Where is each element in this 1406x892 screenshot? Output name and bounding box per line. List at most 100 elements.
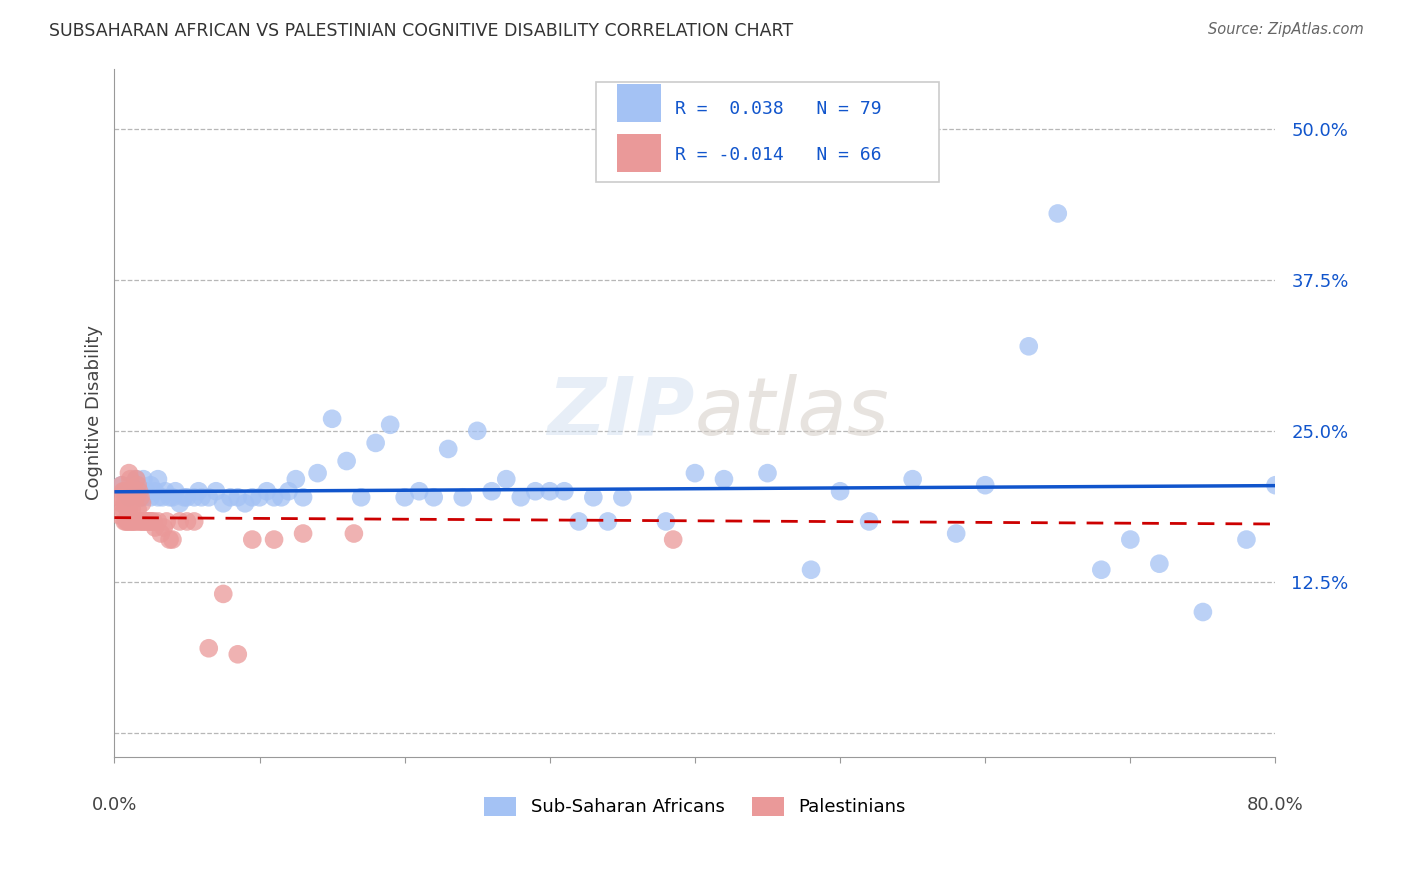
Point — [143, 520, 166, 534]
Point — [117, 502, 139, 516]
Point — [118, 515, 141, 529]
Point — [142, 515, 165, 529]
Point — [176, 515, 198, 529]
Point — [226, 648, 249, 662]
Point — [120, 490, 142, 504]
Point — [538, 484, 561, 499]
Point — [568, 515, 591, 529]
Point — [197, 490, 219, 504]
Point — [115, 515, 138, 529]
Point — [756, 466, 779, 480]
Point — [107, 490, 129, 504]
Point — [183, 490, 205, 504]
Point — [156, 515, 179, 529]
Point — [152, 520, 174, 534]
Point — [150, 490, 173, 504]
Point — [828, 484, 851, 499]
Point — [121, 502, 143, 516]
Point — [111, 478, 134, 492]
Point — [117, 484, 139, 499]
Point — [364, 436, 387, 450]
Text: ZIP: ZIP — [547, 374, 695, 451]
Point — [125, 490, 148, 504]
Point — [596, 515, 619, 529]
Point — [121, 484, 143, 499]
Point — [139, 478, 162, 492]
Point — [121, 515, 143, 529]
FancyBboxPatch shape — [617, 134, 661, 172]
Point — [190, 490, 212, 504]
Text: 80.0%: 80.0% — [1247, 796, 1303, 814]
Point — [135, 515, 157, 529]
Point — [132, 490, 155, 504]
Point — [121, 484, 143, 499]
Text: atlas: atlas — [695, 374, 890, 451]
Point — [134, 515, 156, 529]
Point — [495, 472, 517, 486]
Point — [800, 563, 823, 577]
Point — [125, 484, 148, 499]
Point — [465, 424, 488, 438]
Point — [139, 490, 162, 504]
Point — [219, 490, 242, 504]
Point — [128, 484, 150, 499]
Point — [451, 490, 474, 504]
Point — [118, 490, 141, 504]
Point — [662, 533, 685, 547]
FancyBboxPatch shape — [596, 82, 939, 182]
Point — [129, 490, 152, 504]
Point — [655, 515, 678, 529]
Point — [143, 484, 166, 499]
Point — [159, 490, 181, 504]
Point — [378, 417, 401, 432]
Point — [141, 515, 163, 529]
Point — [112, 484, 135, 499]
Point — [284, 472, 307, 486]
Point — [683, 466, 706, 480]
Point — [270, 490, 292, 504]
Point — [1264, 478, 1286, 492]
Point — [509, 490, 531, 504]
Point — [1119, 533, 1142, 547]
Point — [408, 484, 430, 499]
Point — [1149, 557, 1171, 571]
Point — [974, 478, 997, 492]
Point — [131, 515, 153, 529]
Point — [132, 472, 155, 486]
Point — [110, 508, 132, 523]
Point — [263, 533, 285, 547]
Point — [120, 472, 142, 486]
Point — [187, 484, 209, 499]
Point — [118, 466, 141, 480]
Point — [139, 515, 162, 529]
Point — [114, 515, 136, 529]
Point — [146, 490, 169, 504]
Point — [1018, 339, 1040, 353]
Point — [292, 490, 315, 504]
Point — [128, 515, 150, 529]
Point — [481, 484, 503, 499]
Point — [169, 496, 191, 510]
Text: 0.0%: 0.0% — [91, 796, 138, 814]
Point — [263, 490, 285, 504]
Point — [146, 472, 169, 486]
Point — [120, 515, 142, 529]
Point — [307, 466, 329, 480]
FancyBboxPatch shape — [617, 84, 661, 122]
Point — [132, 515, 155, 529]
Point — [129, 490, 152, 504]
Point — [240, 490, 263, 504]
Point — [226, 490, 249, 504]
Point — [321, 411, 343, 425]
Point — [135, 484, 157, 499]
Point — [173, 490, 195, 504]
Point — [437, 442, 460, 456]
Text: Source: ZipAtlas.com: Source: ZipAtlas.com — [1208, 22, 1364, 37]
Point — [212, 587, 235, 601]
Point — [118, 484, 141, 499]
Point — [114, 496, 136, 510]
Point — [131, 496, 153, 510]
Point — [212, 496, 235, 510]
Point — [122, 490, 145, 504]
Point — [1090, 563, 1112, 577]
